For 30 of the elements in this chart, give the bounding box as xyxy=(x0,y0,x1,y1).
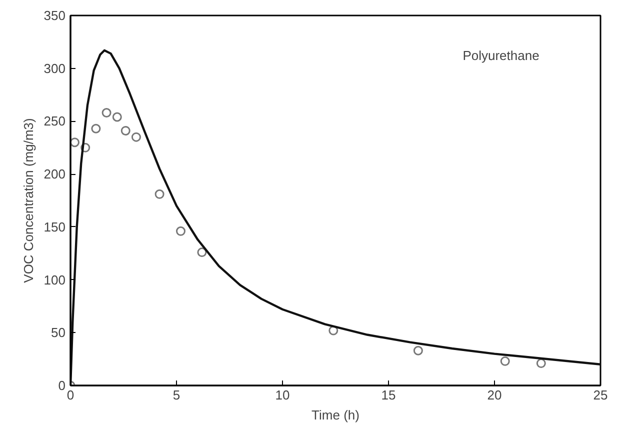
x-tick-label: 10 xyxy=(275,388,290,402)
point xyxy=(197,248,207,258)
x-axis-title: Time (h) xyxy=(312,408,360,422)
y-axis-title: VOC Concentration (mg/m3) xyxy=(20,118,36,283)
point xyxy=(131,132,141,142)
point xyxy=(536,358,546,368)
y-tick-label: 300 xyxy=(44,60,66,76)
point xyxy=(328,326,338,336)
point xyxy=(413,346,423,356)
point xyxy=(176,226,186,236)
point xyxy=(500,356,510,366)
point xyxy=(80,142,90,152)
y-tick-label: 150 xyxy=(44,219,66,234)
y-tick-label: 350 xyxy=(44,8,66,23)
annotation: Polyurethane xyxy=(462,48,540,64)
y-tick-label: 250 xyxy=(44,114,66,129)
y-tick-label: 100 xyxy=(44,272,66,288)
x-tick-label: 5 xyxy=(172,388,180,402)
x-tick-label: 20 xyxy=(487,388,502,402)
point xyxy=(91,124,101,134)
point xyxy=(112,112,122,122)
y-tick-label: 0 xyxy=(58,378,66,393)
x-tick-label: 25 xyxy=(593,388,608,402)
y-tick-label: 200 xyxy=(44,166,66,182)
point xyxy=(154,189,164,199)
point xyxy=(120,126,130,136)
point xyxy=(70,138,80,148)
point xyxy=(102,108,112,118)
x-tick-label: 15 xyxy=(381,388,396,402)
y-tick-label: 50 xyxy=(51,325,66,340)
